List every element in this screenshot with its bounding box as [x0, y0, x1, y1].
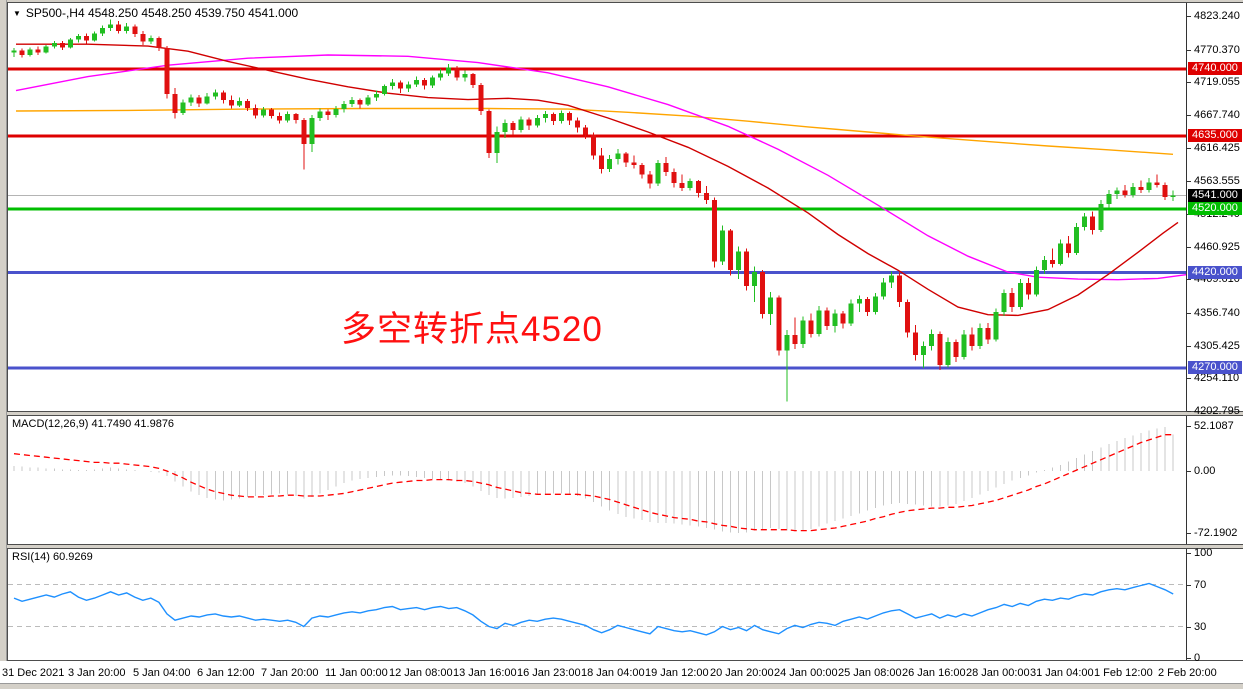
rsi-plot[interactable] — [8, 549, 1186, 660]
y-axis-tick: 4305.425 — [1194, 339, 1240, 352]
y-axis-tick-mark — [1187, 49, 1191, 51]
ma-red — [16, 43, 1179, 317]
rsi-label: RSI(14) 60.9269 — [12, 551, 93, 563]
y-axis-tick: 4254.110 — [1194, 372, 1240, 385]
y-axis-tick: 4823.240 — [1194, 10, 1240, 22]
price-line-badge: 4420.000 — [1188, 265, 1242, 279]
y-axis-tick-mark — [1187, 246, 1191, 248]
rsi-axis-tick-mark — [1187, 553, 1191, 554]
time-label: 24 Jan 00:00 — [774, 667, 838, 679]
y-axis-tick-mark — [1187, 147, 1191, 149]
y-axis-tick: 4667.740 — [1194, 108, 1240, 121]
y-axis-tick: 4770.370 — [1194, 43, 1240, 56]
macd-axis-tick: -72.1902 — [1194, 527, 1238, 540]
time-label: 11 Jan 00:00 — [325, 667, 388, 679]
y-axis-tick: 4460.925 — [1194, 240, 1240, 253]
macd-signal-line — [13, 434, 1174, 532]
window-bottom-edge — [0, 683, 1243, 689]
time-label: 5 Jan 04:00 — [133, 667, 191, 679]
y-axis-tick-mark — [1187, 114, 1191, 116]
price-lines-group — [8, 67, 1186, 370]
time-label: 12 Jan 08:00 — [389, 667, 453, 679]
price-line-badge: 4635.000 — [1188, 128, 1242, 142]
rsi-axis-tick: 30 — [1194, 620, 1207, 633]
price-scale[interactable]: 4823.240 4770.370 4719.055 4667.740 4616.425… — [1186, 3, 1243, 417]
chart-title: SP500-,H4 4548.250 4548.250 4539.750 454… — [25, 6, 299, 20]
macd-scale[interactable]: 52.1087 0.00 -72.1902 — [1186, 416, 1243, 544]
time-label: 3 Jan 20:00 — [68, 667, 126, 679]
rsi-axis-tick-mark — [1187, 626, 1191, 628]
macd-axis-tick: 0.00 — [1194, 465, 1216, 477]
price-chart-plot[interactable] — [8, 3, 1186, 411]
macd-indicator-panel: 52.1087 0.00 -72.1902 MACD(12,26,9) 41.749… — [7, 415, 1243, 545]
time-label: 16 Jan 23:00 — [517, 667, 581, 679]
macd-axis-tick-mark — [1187, 471, 1191, 472]
candles-group — [11, 19, 1176, 402]
chart-title-row: ▼ SP500-,H4 4548.250 4548.250 4539.750 45… — [13, 6, 298, 20]
y-axis-tick-mark — [1187, 378, 1191, 380]
main-chart-panel: 4823.240 4770.370 4719.055 4667.740 4616.425… — [7, 2, 1243, 417]
symbol-marker-icon: ▼ — [13, 9, 21, 18]
macd-label: MACD(12,26,9) 41.7490 41.9876 — [12, 418, 175, 430]
y-axis-tick-mark — [1187, 279, 1191, 281]
y-axis-tick: 4356.740 — [1194, 306, 1240, 319]
time-label: 6 Jan 12:00 — [197, 667, 255, 679]
y-axis-tick-mark — [1187, 82, 1191, 84]
time-label: 28 Jan 00:00 — [966, 667, 1030, 679]
y-axis-tick: 4616.425 — [1194, 141, 1240, 154]
rsi-axis-tick-mark — [1187, 584, 1191, 586]
y-axis-tick-mark — [1187, 16, 1191, 17]
ma-lines-group — [15, 43, 1186, 317]
macd-axis-tick: 52.1087 — [1194, 420, 1234, 432]
rsi-scale[interactable]: 100 70 30 0 — [1186, 547, 1243, 664]
y-axis-tick: 4719.055 — [1194, 76, 1240, 89]
price-line-badge: 4740.000 — [1188, 61, 1242, 75]
time-label: 19 Jan 12:00 — [645, 667, 709, 679]
y-axis-tick: 4202.795 — [1194, 405, 1240, 417]
price-line-badge: 4520.000 — [1188, 202, 1242, 216]
rsi-line — [13, 582, 1174, 636]
macd-axis-tick-mark — [1187, 426, 1191, 427]
rsi-indicator-panel: 100 70 30 0 RSI(14) 60.9269 — [7, 547, 1243, 664]
time-label: 26 Jan 16:00 — [902, 667, 966, 679]
rsi-axis-tick-mark — [1187, 658, 1191, 659]
time-label: 7 Jan 20:00 — [261, 667, 319, 679]
rsi-axis-tick: 100 — [1194, 547, 1213, 559]
price-line-badge: 4270.000 — [1188, 361, 1242, 375]
time-label: 25 Jan 08:00 — [838, 667, 902, 679]
macd-histogram — [13, 426, 1174, 534]
macd-axis-tick-mark — [1187, 533, 1191, 535]
time-label: 20 Jan 20:00 — [710, 667, 774, 679]
ma-orange — [15, 107, 1174, 155]
time-label: 18 Jan 04:00 — [581, 667, 645, 679]
time-label: 31 Jan 04:00 — [1030, 667, 1094, 679]
ma-magenta — [15, 54, 1186, 281]
time-label: 2 Feb 20:00 — [1158, 667, 1217, 679]
y-axis-tick: 4563.555 — [1194, 175, 1240, 188]
time-label: 13 Jan 16:00 — [453, 667, 517, 679]
y-axis-tick-mark — [1187, 181, 1191, 183]
current-price-badge: 4541.000 — [1188, 188, 1242, 202]
time-axis[interactable]: 31 Dec 2021 3 Jan 20:00 5 Jan 04:00 6 Jan 1… — [0, 661, 1243, 683]
chart-annotation-text: 多空转折点4520 — [341, 310, 603, 349]
rsi-axis-tick: 70 — [1194, 578, 1207, 591]
y-axis-tick-mark — [1187, 345, 1191, 347]
macd-plot[interactable] — [8, 416, 1186, 544]
y-axis-tick-mark — [1187, 312, 1191, 314]
window-left-edge — [0, 0, 7, 683]
y-axis-tick-mark — [1187, 411, 1191, 412]
time-label: 1 Feb 12:00 — [1094, 667, 1153, 679]
time-label: 31 Dec 2021 — [2, 667, 65, 679]
rsi-axis-tick: 0 — [1194, 652, 1201, 664]
